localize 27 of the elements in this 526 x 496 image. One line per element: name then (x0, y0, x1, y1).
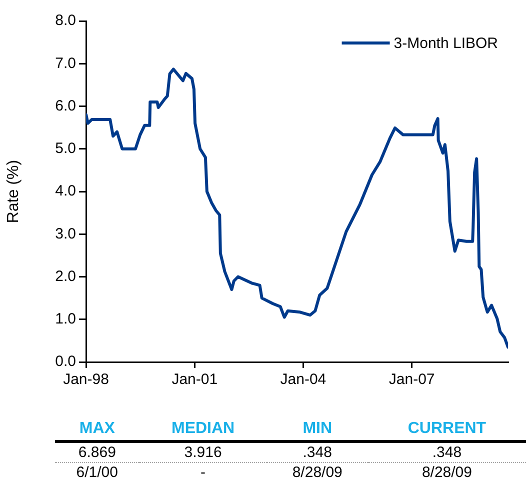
y-tick-label: 2.0 (55, 268, 76, 285)
text: MIN (266, 418, 368, 442)
y-tick-label: 6.0 (55, 97, 76, 114)
y-tick-label: 4.0 (55, 182, 76, 200)
text: 8/28/09 (291, 463, 344, 482)
text: 3.916 (139, 442, 267, 462)
y-tick-label: 0.0 (55, 353, 76, 370)
text: MAX (55, 418, 140, 442)
text: .348 (368, 442, 526, 462)
y-axis-title: Rate (%) (5, 160, 22, 224)
y-tick-label: 3.0 (55, 225, 76, 242)
text: 6/1/00 (75, 463, 119, 482)
legend-label: 3-Month LIBOR (394, 35, 498, 52)
text: - (200, 463, 207, 482)
text: 8/28/09 (420, 463, 473, 482)
text: .348 (266, 442, 368, 462)
x-tick-label: Jan-07 (388, 371, 435, 388)
y-tick-label: 1.0 (55, 310, 76, 328)
text: MEDIAN (139, 418, 267, 442)
text: 6.869 (55, 442, 140, 462)
x-tick-label: Jan-98 (63, 371, 109, 388)
y-tick-label: 7.0 (55, 54, 76, 72)
x-tick-label: Jan-04 (280, 371, 326, 388)
y-tick-label: 8.0 (55, 12, 76, 30)
text: CURRENT (368, 418, 526, 442)
x-tick-label: Jan-01 (172, 371, 218, 388)
y-tick-label: 5.0 (55, 140, 76, 158)
